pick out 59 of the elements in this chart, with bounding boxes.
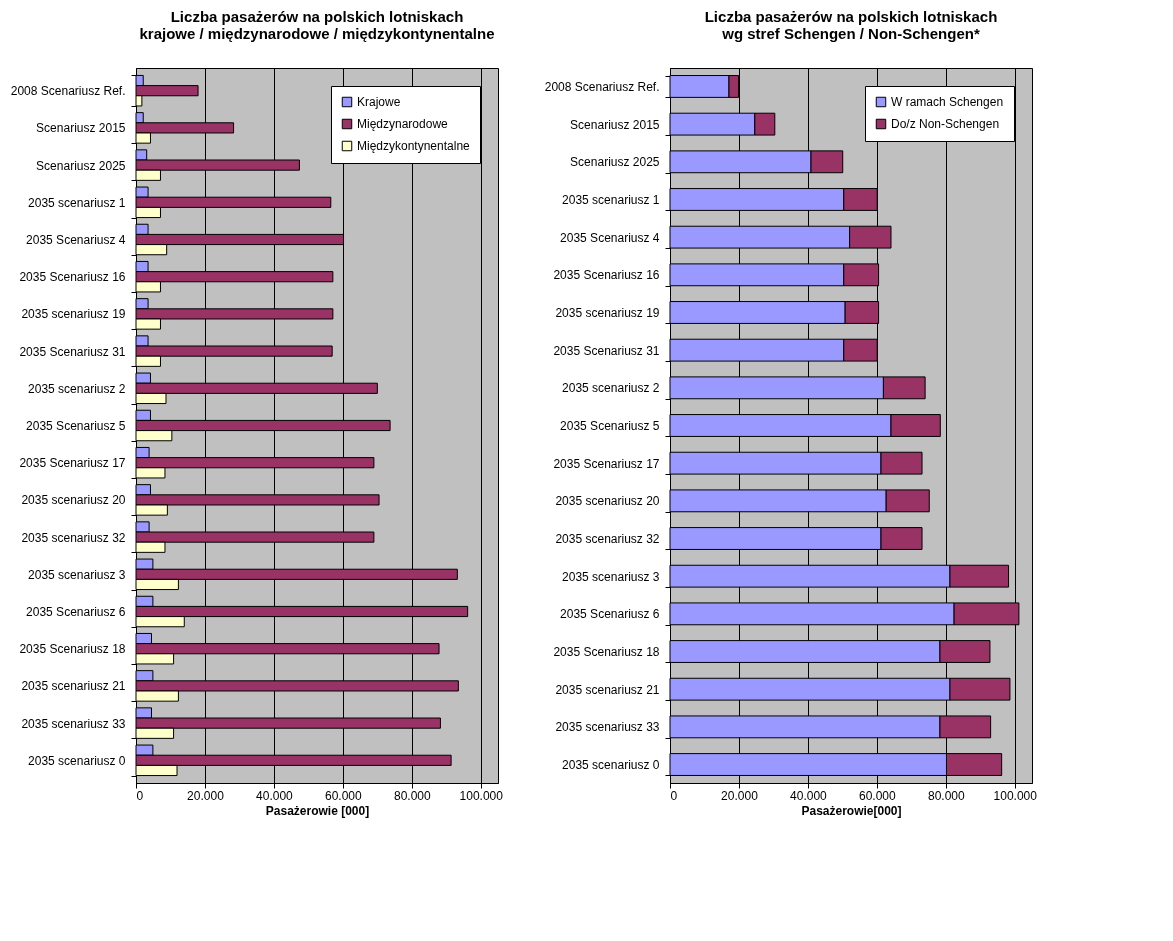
y-tick-label: 2035 scenariusz 3 <box>562 569 660 584</box>
y-tick-label: 2035 scenariusz 21 <box>21 679 126 694</box>
x-tick-label: 40.000 <box>790 788 828 803</box>
legend-label: Do/z Non-Schengen <box>891 117 1000 131</box>
y-tick-label: 2008 Scenariusz Ref. <box>10 84 126 99</box>
legend-label: Międzynarodowe <box>357 117 449 131</box>
y-tick-label: 2035 Scenariusz 31 <box>553 343 660 358</box>
x-tick-label: 0 <box>136 788 144 803</box>
y-tick-label: 2035 Scenariusz 31 <box>19 344 126 359</box>
y-tick-label: 2035 scenariusz 32 <box>21 530 126 545</box>
x-tick-label: 40.000 <box>256 788 294 803</box>
x-tick-label: 20.000 <box>721 788 759 803</box>
y-tick-label: 2035 scenariusz 3 <box>28 567 126 582</box>
y-tick-label: Scenariusz 2025 <box>570 155 660 170</box>
legend-label: Międzykontynentalne <box>357 139 471 153</box>
y-tick-label: 2035 scenariusz 33 <box>21 716 126 731</box>
y-tick-label: 2035 Scenariusz 18 <box>553 645 660 660</box>
x-tick-label: 80.000 <box>927 788 965 803</box>
y-tick-label: 2035 Scenariusz 4 <box>560 230 660 245</box>
x-axis-title: Pasażerowie[000] <box>801 803 902 818</box>
y-tick-label: 2035 scenariusz 0 <box>562 758 660 773</box>
y-tick-label: Scenariusz 2015 <box>570 117 660 132</box>
x-axis-title: Pasażerowie [000] <box>265 803 370 818</box>
y-tick-label: 2035 Scenariusz 4 <box>26 233 126 247</box>
x-tick-label: 100.000 <box>993 788 1038 803</box>
y-tick-label: 2035 Scenariusz 17 <box>553 456 660 471</box>
y-tick-label: 2035 scenariusz 1 <box>562 192 660 207</box>
y-tick-label: 2035 Scenariusz 5 <box>26 419 126 433</box>
y-tick-label: 2035 scenariusz 33 <box>555 720 660 735</box>
y-tick-label: 2035 scenariusz 2 <box>28 381 126 396</box>
y-tick-label: 2035 scenariusz 21 <box>555 682 660 697</box>
y-tick-label: 2035 scenariusz 20 <box>21 493 126 508</box>
y-tick-label: 2035 scenariusz 32 <box>555 532 660 547</box>
x-tick-label: 60.000 <box>859 788 897 803</box>
y-tick-label: 2035 Scenariusz 6 <box>560 607 660 622</box>
y-tick-label: 2035 scenariusz 19 <box>21 307 126 322</box>
y-tick-label: 2035 Scenariusz 6 <box>26 605 126 619</box>
y-tick-label: 2035 Scenariusz 17 <box>19 456 126 471</box>
y-tick-label: 2035 scenariusz 19 <box>555 305 660 320</box>
x-tick-label: 60.000 <box>325 788 363 803</box>
y-tick-label: 2035 Scenariusz 5 <box>560 419 660 433</box>
y-tick-label: 2035 scenariusz 20 <box>555 494 660 509</box>
y-tick-label: 2035 scenariusz 2 <box>562 381 660 396</box>
y-tick-label: 2008 Scenariusz Ref. <box>544 79 660 94</box>
x-tick-label: 80.000 <box>393 788 431 803</box>
y-tick-label: 2035 Scenariusz 16 <box>553 268 660 283</box>
y-tick-label: Scenariusz 2025 <box>36 158 126 173</box>
y-tick-label: 2035 Scenariusz 16 <box>19 270 126 285</box>
y-tick-label: 2035 Scenariusz 18 <box>19 642 126 657</box>
y-tick-label: Scenariusz 2015 <box>36 121 126 136</box>
y-tick-label: 2035 scenariusz 1 <box>28 195 126 210</box>
y-tick-label: 2035 scenariusz 0 <box>28 753 126 768</box>
chart-title: Liczba pasażerów na polskich lotniskach wg stref Schengen / Non-Schengen* <box>704 8 998 42</box>
chart-title: Liczba pasażerów na polskich lotniskach krajowe / międzynarodowe / międzykontynentalne <box>139 8 495 42</box>
legend-label: W ramach Schengen <box>891 95 1004 109</box>
x-tick-label: 100.000 <box>459 788 504 803</box>
x-tick-label: 0 <box>670 788 678 803</box>
legend-label: Krajowe <box>357 95 401 109</box>
x-tick-label: 20.000 <box>187 788 225 803</box>
